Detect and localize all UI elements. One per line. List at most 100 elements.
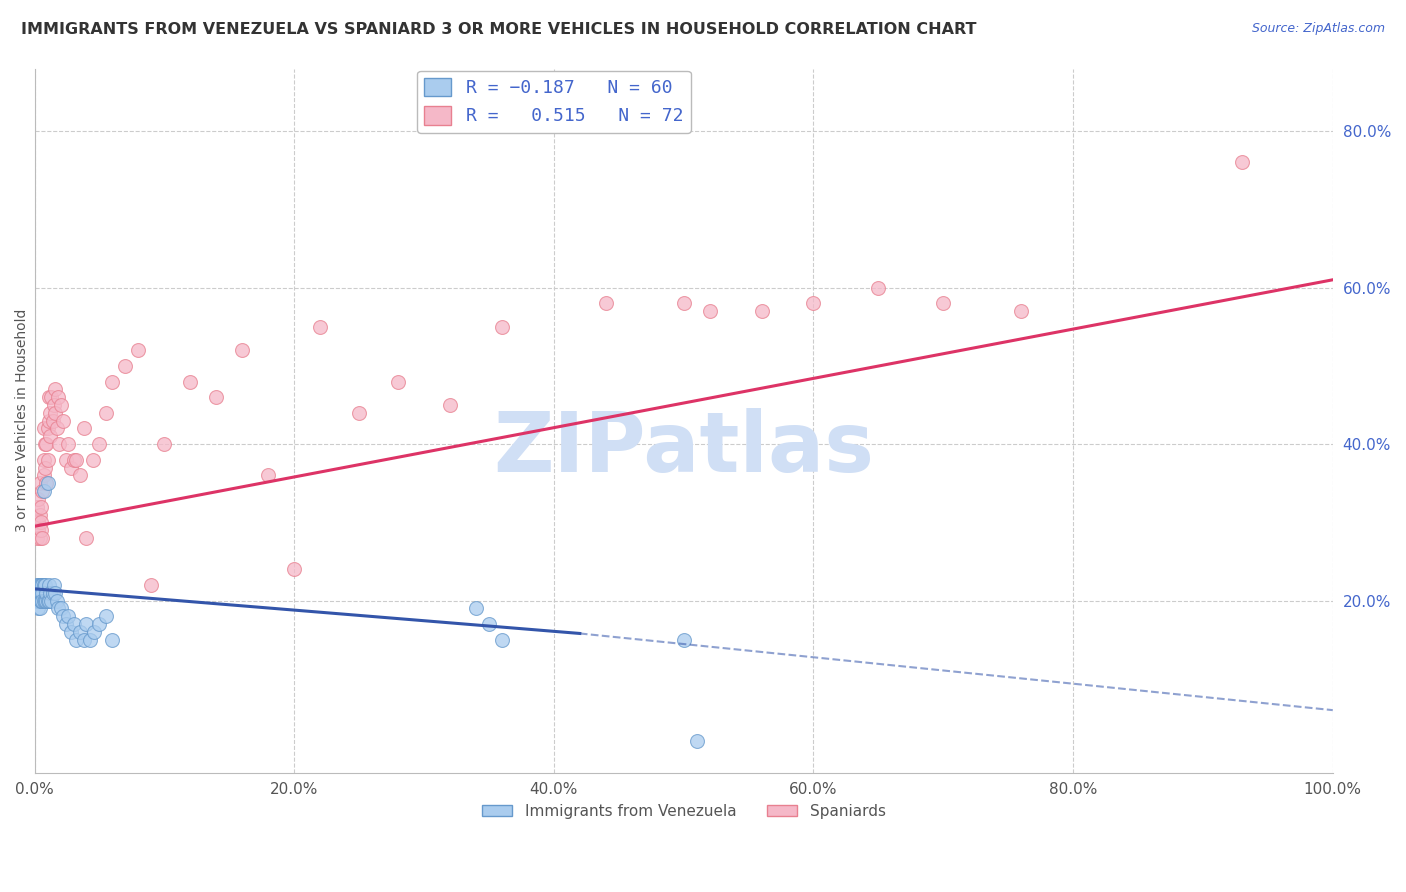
Point (478, 617, 501, 632)
Point (27, 586, 49, 600)
Point (25, 586, 48, 600)
Point (595, 296, 617, 310)
Point (30, 516, 52, 530)
Point (39, 586, 62, 600)
Point (35, 476, 58, 491)
Point (48, 437, 70, 451)
Point (27, 601, 49, 615)
Point (25, 500, 48, 514)
Text: IMMIGRANTS FROM VENEZUELA VS SPANIARD 3 OR MORE VEHICLES IN HOUSEHOLD CORRELATIO: IMMIGRANTS FROM VENEZUELA VS SPANIARD 3 … (21, 22, 977, 37)
Point (27, 593, 49, 607)
Point (94, 406, 117, 420)
Point (44, 382, 66, 396)
Point (439, 398, 461, 412)
Point (28, 586, 51, 600)
Point (82, 452, 104, 467)
Point (69, 468, 91, 483)
Point (1230, 155, 1253, 169)
Point (25, 586, 48, 600)
Point (25, 516, 48, 530)
Point (34, 437, 56, 451)
Point (58, 437, 80, 451)
Point (932, 296, 955, 310)
Point (39, 429, 62, 443)
Point (309, 319, 332, 334)
Point (803, 296, 825, 310)
Legend: Immigrants from Venezuela, Spaniards: Immigrants from Venezuela, Spaniards (475, 797, 891, 825)
Point (101, 375, 124, 389)
Point (699, 304, 721, 318)
Point (101, 632, 124, 647)
Point (672, 296, 695, 310)
Point (32, 484, 55, 499)
Point (127, 343, 149, 358)
Point (31, 586, 53, 600)
Point (28, 593, 51, 607)
Point (79, 632, 101, 647)
Point (205, 390, 228, 404)
Point (73, 632, 96, 647)
Point (347, 406, 370, 420)
Point (73, 421, 96, 435)
Point (41, 390, 63, 404)
Point (114, 359, 136, 373)
Point (76, 531, 98, 545)
Y-axis label: 3 or more Vehicles in Household: 3 or more Vehicles in Household (15, 309, 30, 533)
Point (37, 421, 59, 435)
Point (25, 578, 48, 592)
Point (465, 601, 488, 615)
Point (283, 562, 305, 576)
Point (34, 593, 56, 607)
Point (28, 476, 51, 491)
Point (31, 531, 53, 545)
Point (45, 421, 67, 435)
Point (30, 593, 52, 607)
Point (30, 578, 52, 592)
Point (38, 390, 60, 404)
Point (31, 593, 53, 607)
Point (42, 414, 65, 428)
Point (28, 531, 51, 545)
Point (25, 593, 48, 607)
Point (38, 578, 60, 592)
Point (37, 452, 59, 467)
Point (34, 578, 56, 592)
Point (38, 414, 60, 428)
Point (491, 319, 513, 334)
Point (179, 375, 201, 389)
Point (35, 586, 58, 600)
Point (257, 468, 280, 483)
Point (28, 601, 51, 615)
Point (27, 578, 49, 592)
Point (30, 586, 52, 600)
Point (32, 578, 55, 592)
Point (41, 593, 63, 607)
Point (1010, 304, 1032, 318)
Point (685, 734, 707, 748)
Point (34, 460, 56, 475)
Point (153, 437, 176, 451)
Point (30, 523, 52, 537)
Point (44, 406, 66, 420)
Point (751, 304, 773, 318)
Point (141, 578, 163, 592)
Text: ZIPatlas: ZIPatlas (494, 409, 875, 490)
Point (94, 609, 117, 624)
Point (45, 593, 67, 607)
Point (30, 593, 52, 607)
Point (27, 523, 49, 537)
Point (76, 617, 98, 632)
Point (89, 617, 111, 632)
Point (25, 593, 48, 607)
Point (65, 632, 87, 647)
Point (46, 601, 69, 615)
Point (27, 516, 49, 530)
Point (387, 375, 409, 389)
Point (65, 452, 87, 467)
Point (37, 593, 59, 607)
Point (28, 578, 51, 592)
Point (27, 593, 49, 607)
Point (868, 280, 890, 294)
Point (55, 452, 77, 467)
Point (59, 624, 82, 639)
